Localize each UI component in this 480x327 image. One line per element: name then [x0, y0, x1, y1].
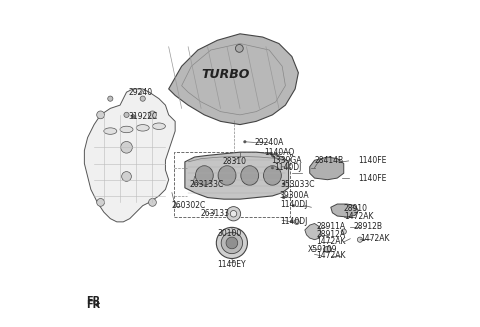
- Circle shape: [131, 114, 135, 118]
- Text: 1472AK: 1472AK: [360, 234, 389, 243]
- Text: FR: FR: [86, 300, 100, 310]
- Circle shape: [149, 198, 156, 206]
- Text: 29240: 29240: [128, 88, 152, 97]
- Circle shape: [227, 207, 240, 221]
- Ellipse shape: [324, 247, 332, 252]
- Text: 1339GA: 1339GA: [271, 156, 301, 165]
- Text: 263133C: 263133C: [190, 180, 224, 189]
- Circle shape: [108, 96, 113, 101]
- Text: 28310: 28310: [222, 157, 246, 166]
- Circle shape: [216, 227, 248, 259]
- Text: 1472AK: 1472AK: [344, 213, 373, 221]
- Circle shape: [282, 182, 285, 185]
- Text: 28414B: 28414B: [314, 156, 344, 165]
- Text: 29240A: 29240A: [254, 138, 284, 147]
- Polygon shape: [185, 152, 288, 199]
- Text: 30100: 30100: [217, 229, 241, 238]
- Text: 28912B: 28912B: [353, 222, 383, 231]
- Text: 28911A: 28911A: [316, 222, 345, 231]
- Ellipse shape: [136, 125, 149, 131]
- Circle shape: [358, 237, 362, 242]
- Text: 39300A: 39300A: [279, 191, 309, 200]
- Circle shape: [271, 154, 274, 157]
- Text: 28912A: 28912A: [316, 230, 345, 239]
- Ellipse shape: [241, 166, 259, 185]
- Text: 1472AK: 1472AK: [316, 237, 346, 247]
- Circle shape: [282, 196, 285, 199]
- Polygon shape: [310, 157, 344, 180]
- Circle shape: [121, 172, 132, 181]
- Text: 1140FE: 1140FE: [359, 174, 387, 182]
- Circle shape: [149, 111, 156, 119]
- Circle shape: [294, 219, 300, 224]
- Polygon shape: [305, 223, 321, 240]
- Circle shape: [290, 220, 293, 222]
- Ellipse shape: [120, 126, 133, 133]
- Text: 263133: 263133: [201, 209, 229, 218]
- Text: 1140EY: 1140EY: [217, 260, 246, 268]
- Ellipse shape: [104, 128, 117, 134]
- Ellipse shape: [264, 166, 281, 185]
- Text: 28910: 28910: [344, 204, 368, 214]
- Text: 1140DJ: 1140DJ: [280, 217, 308, 226]
- Circle shape: [230, 211, 237, 217]
- Ellipse shape: [153, 123, 166, 129]
- Circle shape: [221, 232, 242, 254]
- Polygon shape: [168, 34, 299, 125]
- Circle shape: [120, 142, 132, 153]
- Text: FR: FR: [86, 296, 100, 306]
- Polygon shape: [96, 303, 99, 306]
- Circle shape: [243, 141, 246, 143]
- Polygon shape: [84, 89, 175, 222]
- Text: 353033C: 353033C: [280, 180, 315, 189]
- Ellipse shape: [218, 166, 236, 185]
- Circle shape: [96, 198, 105, 206]
- Circle shape: [341, 229, 347, 234]
- Text: 1140FE: 1140FE: [359, 156, 387, 165]
- Bar: [174, 152, 290, 217]
- Text: 1472AK: 1472AK: [316, 251, 346, 260]
- Circle shape: [292, 204, 295, 207]
- Circle shape: [271, 166, 274, 169]
- Circle shape: [226, 237, 238, 249]
- Text: 31922C: 31922C: [128, 112, 157, 121]
- Text: X59109: X59109: [308, 245, 337, 254]
- Polygon shape: [331, 204, 359, 217]
- Circle shape: [140, 96, 145, 101]
- Text: TURBO: TURBO: [201, 68, 250, 81]
- Ellipse shape: [195, 166, 213, 185]
- Circle shape: [96, 111, 105, 119]
- Text: 1140AQ: 1140AQ: [264, 148, 295, 157]
- Circle shape: [236, 44, 243, 52]
- Text: 260302C: 260302C: [171, 201, 205, 210]
- Circle shape: [124, 112, 129, 117]
- Text: 1140DJ: 1140DJ: [280, 199, 308, 209]
- Text: 1140DJ: 1140DJ: [275, 163, 302, 172]
